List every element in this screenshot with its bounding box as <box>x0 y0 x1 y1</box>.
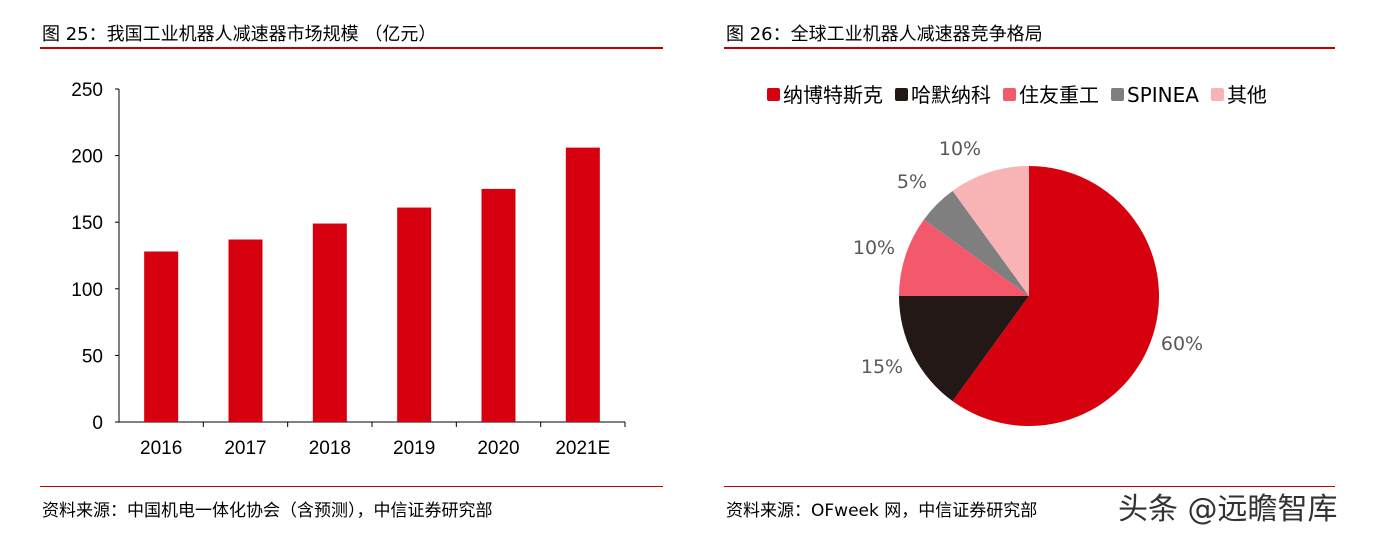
bar-chart: 0 50 100 150 200 250 2016 2017 2018 2019 2020 2021E <box>71 80 626 459</box>
pie-slice-其他 <box>952 166 1029 296</box>
bar-2019 <box>397 207 432 422</box>
y-tick-label: 150 <box>71 213 103 234</box>
legend-label-SPINEA: SPINEA <box>1127 83 1199 107</box>
x-tick-label: 2016 <box>140 438 182 459</box>
x-tick-label: 2018 <box>309 438 351 459</box>
bar-2020 <box>481 188 516 422</box>
pie-slice-住友重工 <box>899 219 1029 296</box>
bar-2021E <box>565 147 600 422</box>
y-tick-label: 50 <box>82 346 103 367</box>
bar-2017 <box>228 239 263 422</box>
pie-slice-SPINEA <box>923 190 1029 296</box>
legend-label-纳博特斯克: 纳博特斯克 <box>783 83 883 107</box>
pie-slice-哈默纳科 <box>899 296 1029 402</box>
legend-swatch-其他 <box>1210 88 1224 101</box>
y-tick-label: 250 <box>71 80 103 101</box>
pie-label-纳博特斯克: 60% <box>1161 333 1203 355</box>
x-tick-label: 2021E <box>555 438 610 459</box>
title-rule-left <box>40 47 663 49</box>
bar-chart-title: 图 25：我国工业机器人减速器市场规模 （亿元） <box>42 24 437 45</box>
source-rule-left <box>40 486 663 487</box>
legend-label-哈默纳科: 哈默纳科 <box>911 83 991 107</box>
bar-2016 <box>144 251 179 422</box>
x-tick-label: 2020 <box>477 438 519 459</box>
y-tick-label: 200 <box>71 147 103 168</box>
y-tick-label: 100 <box>71 280 103 301</box>
source-left: 资料来源：中国机电一体化协会（含预测），中信证券研究部 <box>42 501 493 521</box>
legend-swatch-纳博特斯克 <box>767 88 780 101</box>
pie-label-住友重工: 10% <box>853 237 895 259</box>
pie-label-SPINEA: 5% <box>897 171 927 193</box>
pie-slice-纳博特斯克 <box>952 166 1159 426</box>
legend-swatch-住友重工 <box>1003 88 1016 101</box>
pie-chart: 纳博特斯克 哈默纳科 住友重工 SPINEA 其他 60% 15% 10% 5% 10% <box>767 83 1267 426</box>
source-right: 资料来源：OFweek 网，中信证券研究部 <box>726 501 1038 521</box>
legend-label-其他: 其他 <box>1227 83 1267 107</box>
pie-chart-title: 图 26：全球工业机器人减速器竞争格局 <box>726 24 1043 45</box>
pie-label-其他: 10% <box>939 138 981 160</box>
legend-swatch-SPINEA <box>1111 88 1124 101</box>
x-tick-label: 2017 <box>224 438 266 459</box>
source-rule-right <box>724 486 1335 487</box>
watermark: 头条 @远瞻智库 <box>1118 492 1338 527</box>
title-rule-right <box>724 47 1335 49</box>
bar-2018 <box>312 223 347 422</box>
legend-label-住友重工: 住友重工 <box>1019 83 1099 107</box>
legend-swatch-哈默纳科 <box>895 88 908 101</box>
pie-label-哈默纳科: 15% <box>861 356 903 378</box>
x-tick-label: 2019 <box>393 438 435 459</box>
y-tick-label: 0 <box>92 413 103 434</box>
